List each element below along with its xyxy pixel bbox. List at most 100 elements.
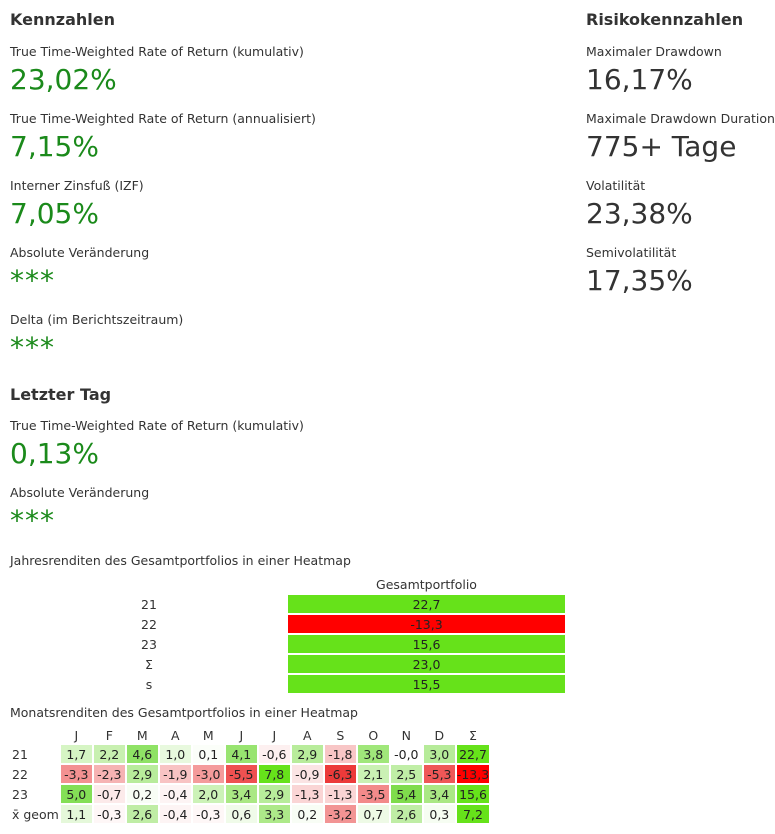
metric-value-hidden: *** xyxy=(10,264,55,297)
metric-delta: Delta (im Berichtszeitraum) *** xyxy=(10,312,183,363)
column-header: J xyxy=(272,728,277,743)
metric-value: 16,17% xyxy=(586,63,693,96)
metric-value: 0,13% xyxy=(10,437,99,470)
yearly-heatmap: Gesamtportfolio 21 22,7 22 -13,3 23 15,6 Σ 23,0… xyxy=(10,574,567,695)
heatmap-row: s 15,5 xyxy=(12,675,565,693)
heatmap-cell: -0,6 xyxy=(258,745,290,763)
column-header: S xyxy=(336,728,345,743)
metric-max-drawdown: Maximaler Drawdown 16,17% xyxy=(586,44,722,95)
risikokennzahlen-title: Risikokennzahlen xyxy=(586,10,744,29)
row-label: x̄ geom xyxy=(12,806,59,822)
heatmap-cell: 5,4 xyxy=(390,785,422,803)
metric-absolute-veraenderung: Absolute Veränderung *** xyxy=(10,245,149,296)
heatmap-cell: 2,9 xyxy=(126,765,158,783)
heatmap-row: 21 22,7 xyxy=(12,595,565,613)
heatmap-cell: 1,1 xyxy=(60,805,92,823)
heatmap-cell: 0,7 xyxy=(357,805,389,823)
heatmap-cell: 22,7 xyxy=(456,745,490,763)
column-header: M xyxy=(136,728,148,743)
metric-value: 775+ Tage xyxy=(586,130,737,163)
letzter-tag-title: Letzter Tag xyxy=(10,385,112,404)
column-header: O xyxy=(368,728,379,743)
heatmap-cell: 0,1 xyxy=(192,745,224,763)
heatmap-cell: -1,8 xyxy=(324,745,356,763)
heatmap-cell: 22,7 xyxy=(288,595,565,613)
heatmap-cell: -0,4 xyxy=(159,805,191,823)
metric-label: Maximale Drawdown Duration xyxy=(586,111,775,126)
heatmap-cell: -13,3 xyxy=(288,615,565,633)
heatmap-row: 23 5,0 -0,7 0,2 -0,4 2,0 3,4 2,9 -1,3 -1,3 -3,5 5,4… xyxy=(10,785,490,803)
heatmap-cell: -5,5 xyxy=(225,765,257,783)
heatmap-cell: 23,0 xyxy=(288,655,565,673)
metric-label: Absolute Veränderung xyxy=(10,485,150,500)
heatmap-cell: 1,7 xyxy=(60,745,92,763)
heatmap-cell: 2,0 xyxy=(192,785,224,803)
metric-label: Delta (im Berichtszeitraum) xyxy=(10,312,184,327)
metric-label: True Time-Weighted Rate of Return (annua… xyxy=(10,111,316,126)
metric-value: 23,38% xyxy=(586,197,693,230)
heatmap-cell: 2,6 xyxy=(126,805,158,823)
heatmap-cell: 3,0 xyxy=(423,745,455,763)
metric-ttwror-annualisiert: True Time-Weighted Rate of Return (annua… xyxy=(10,111,316,162)
row-label: 21 xyxy=(141,596,157,612)
heatmap-cell: 0,3 xyxy=(423,805,455,823)
metric-label: True Time-Weighted Rate of Return (kumul… xyxy=(10,418,304,433)
heatmap-cell: 0,2 xyxy=(291,805,323,823)
metric-izf: Interner Zinsfuß (IZF) 7,05% xyxy=(10,178,144,229)
heatmap-cell: -13,3 xyxy=(456,765,490,783)
heatmap-cell: 1,0 xyxy=(159,745,191,763)
heatmap-cell: -3,3 xyxy=(60,765,92,783)
metric-label: Interner Zinsfuß (IZF) xyxy=(10,178,144,193)
metric-volatilitaet: Volatilität 23,38% xyxy=(586,178,693,229)
column-header xyxy=(10,728,59,743)
metric-value-hidden: *** xyxy=(10,504,55,537)
heatmap-cell: -3,0 xyxy=(192,765,224,783)
metric-letzter-tag-absolute: Absolute Veränderung *** xyxy=(10,485,149,536)
heatmap-cell: -3,5 xyxy=(357,785,389,803)
heatmap-cell: 2,9 xyxy=(258,785,290,803)
metric-semivolatilitaet: Semivolatilität 17,35% xyxy=(586,245,693,296)
heatmap-cell: 2,1 xyxy=(357,765,389,783)
yearly-heatmap-column-header: Gesamtportfolio xyxy=(376,577,477,592)
heatmap-cell: 2,9 xyxy=(291,745,323,763)
heatmap-cell: -1,9 xyxy=(159,765,191,783)
row-label: 23 xyxy=(141,636,157,652)
metric-value: 7,15% xyxy=(10,130,99,163)
heatmap-cell: 15,5 xyxy=(288,675,565,693)
heatmap-cell: 3,4 xyxy=(225,785,257,803)
heatmap-row: x̄ geom 1,1 -0,3 2,6 -0,4 -0,3 0,6 3,3 0,2 -3,2 0,… xyxy=(10,805,490,823)
heatmap-cell: 15,6 xyxy=(288,635,565,653)
metric-letzter-tag-ttwror: True Time-Weighted Rate of Return (kumul… xyxy=(10,418,304,469)
metric-label: Absolute Veränderung xyxy=(10,245,150,260)
row-label: Σ xyxy=(145,656,153,672)
heatmap-cell: 7,8 xyxy=(258,765,290,783)
heatmap-row: 23 15,6 xyxy=(12,635,565,653)
column-header: F xyxy=(105,728,113,743)
kennzahlen-title: Kennzahlen xyxy=(10,10,115,29)
heatmap-cell: 0,2 xyxy=(126,785,158,803)
yearly-heatmap-label: Jahresrenditen des Gesamtportfolios in e… xyxy=(10,553,351,568)
metric-ttwror-kumulativ: True Time-Weighted Rate of Return (kumul… xyxy=(10,44,304,95)
metric-value: 23,02% xyxy=(10,63,117,96)
heatmap-cell: -0,3 xyxy=(93,805,125,823)
heatmap-cell: 3,8 xyxy=(357,745,389,763)
heatmap-cell: -3,2 xyxy=(324,805,356,823)
monthly-heatmap-label: Monatsrenditen des Gesamtportfolios in e… xyxy=(10,705,358,720)
heatmap-cell: -6,3 xyxy=(324,765,356,783)
heatmap-cell: 2,6 xyxy=(390,805,422,823)
metric-label: Semivolatilität xyxy=(586,245,677,260)
metric-value-hidden: *** xyxy=(10,331,55,364)
heatmap-cell: -5,3 xyxy=(423,765,455,783)
heatmap-cell: 2,5 xyxy=(390,765,422,783)
column-header: A xyxy=(303,728,312,743)
heatmap-cell: 5,0 xyxy=(60,785,92,803)
heatmap-cell: 3,3 xyxy=(258,805,290,823)
heatmap-cell: -0,3 xyxy=(192,805,224,823)
heatmap-row: Σ 23,0 xyxy=(12,655,565,673)
heatmap-cell: 7,2 xyxy=(456,805,490,823)
row-label: 23 xyxy=(12,786,28,802)
heatmap-cell: -0,7 xyxy=(93,785,125,803)
column-header: A xyxy=(171,728,180,743)
yearly-heatmap-corner xyxy=(12,576,286,593)
